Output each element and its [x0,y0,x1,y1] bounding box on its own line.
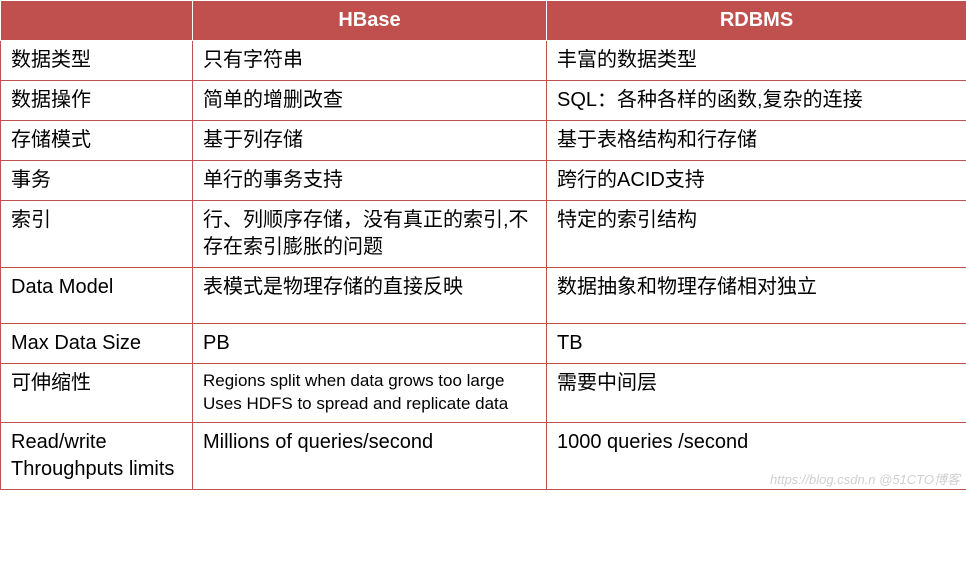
row-label: Read/write Throughputs limits [1,422,193,489]
row-label: Max Data Size [1,324,193,364]
cell-hbase: Millions of queries/second [193,422,547,489]
cell-hbase: 行、列顺序存储，没有真正的索引,不存在索引膨胀的问题 [193,201,547,268]
cell-rdbms: 需要中间层 [547,364,966,423]
row-label: 可伸缩性 [1,364,193,423]
header-rdbms: RDBMS [547,1,966,41]
cell-hbase: 基于列存储 [193,121,547,161]
table-row: 可伸缩性Regions split when data grows too la… [1,364,966,423]
row-label: 存储模式 [1,121,193,161]
cell-hbase: 单行的事务支持 [193,161,547,201]
row-label: 事务 [1,161,193,201]
header-hbase: HBase [193,1,547,41]
table-row: 数据类型只有字符串丰富的数据类型 [1,41,966,81]
header-blank [1,1,193,41]
cell-rdbms: 1000 queries /second [547,422,966,489]
cell-hbase: 表模式是物理存储的直接反映 [193,268,547,324]
cell-rdbms: TB [547,324,966,364]
row-label: Data Model [1,268,193,324]
cell-rdbms: 丰富的数据类型 [547,41,966,81]
table-row: 索引行、列顺序存储，没有真正的索引,不存在索引膨胀的问题特定的索引结构 [1,201,966,268]
cell-hbase: 简单的增删改查 [193,81,547,121]
table-row: 事务单行的事务支持跨行的ACID支持 [1,161,966,201]
row-label: 数据类型 [1,41,193,81]
comparison-table: HBase RDBMS 数据类型只有字符串丰富的数据类型数据操作简单的增删改查S… [0,0,966,490]
cell-rdbms: 数据抽象和物理存储相对独立 [547,268,966,324]
table-row: Max Data SizePBTB [1,324,966,364]
cell-rdbms: 特定的索引结构 [547,201,966,268]
table-row: 存储模式基于列存储基于表格结构和行存储 [1,121,966,161]
cell-hbase: 只有字符串 [193,41,547,81]
table-row: 数据操作简单的增删改查SQL：各种各样的函数,复杂的连接 [1,81,966,121]
row-label: 索引 [1,201,193,268]
cell-rdbms: SQL：各种各样的函数,复杂的连接 [547,81,966,121]
table-row: Read/write Throughputs limitsMillions of… [1,422,966,489]
table-header-row: HBase RDBMS [1,1,966,41]
table-row: Data Model表模式是物理存储的直接反映数据抽象和物理存储相对独立 [1,268,966,324]
cell-hbase: PB [193,324,547,364]
cell-rdbms: 基于表格结构和行存储 [547,121,966,161]
cell-hbase: Regions split when data grows too large … [193,364,547,423]
cell-rdbms: 跨行的ACID支持 [547,161,966,201]
row-label: 数据操作 [1,81,193,121]
